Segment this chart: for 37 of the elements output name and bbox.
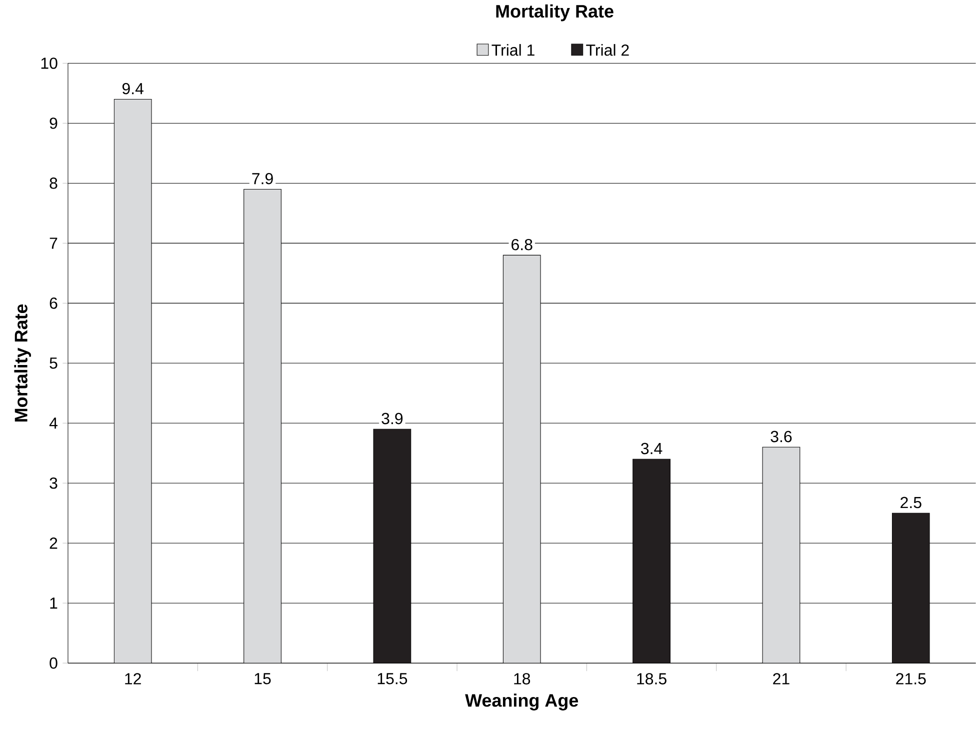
data-label: 6.8 xyxy=(512,238,532,250)
data-label: 3.9 xyxy=(382,412,403,424)
x-tick-label: 21 xyxy=(773,673,790,684)
y-tick-label: 2 xyxy=(50,538,58,549)
data-label: 9.4 xyxy=(122,82,144,94)
bar xyxy=(114,98,152,664)
data-label: 3.6 xyxy=(770,430,792,442)
legend-label: Trial 1 xyxy=(492,44,534,56)
bar xyxy=(762,446,800,664)
y-axis-title: Mortality Rate xyxy=(14,304,32,422)
data-label: 2.5 xyxy=(900,496,922,508)
bar xyxy=(502,254,541,664)
y-tick-label: 10 xyxy=(41,58,58,69)
x-tick-label: 12 xyxy=(125,673,141,684)
bar xyxy=(373,428,412,664)
chart-title: Mortality Rate xyxy=(496,4,614,22)
data-label: 7.9 xyxy=(252,172,273,184)
x-tick-label: 18 xyxy=(514,673,530,684)
x-tick-label: 21.5 xyxy=(896,673,926,684)
y-tick-label: 1 xyxy=(50,598,58,609)
y-tick-label: 3 xyxy=(50,477,58,489)
x-tick-label: 15.5 xyxy=(378,673,408,684)
data-label: 3.4 xyxy=(641,442,662,454)
y-tick-label: 9 xyxy=(50,118,58,129)
y-tick-label: 8 xyxy=(50,178,58,189)
y-tick-label: 0 xyxy=(50,657,58,669)
x-tick-label: 18.5 xyxy=(637,673,666,684)
y-tick-label: 7 xyxy=(50,238,58,249)
bar xyxy=(244,188,282,664)
bar xyxy=(632,458,670,664)
bar xyxy=(892,512,930,664)
x-axis-title: Weaning Age xyxy=(465,694,578,710)
y-tick-label: 6 xyxy=(50,297,58,309)
y-tick-label: 5 xyxy=(50,358,58,369)
legend-label: Trial 2 xyxy=(586,44,629,56)
y-tick-label: 4 xyxy=(49,418,58,429)
x-tick-label: 15 xyxy=(254,673,271,684)
